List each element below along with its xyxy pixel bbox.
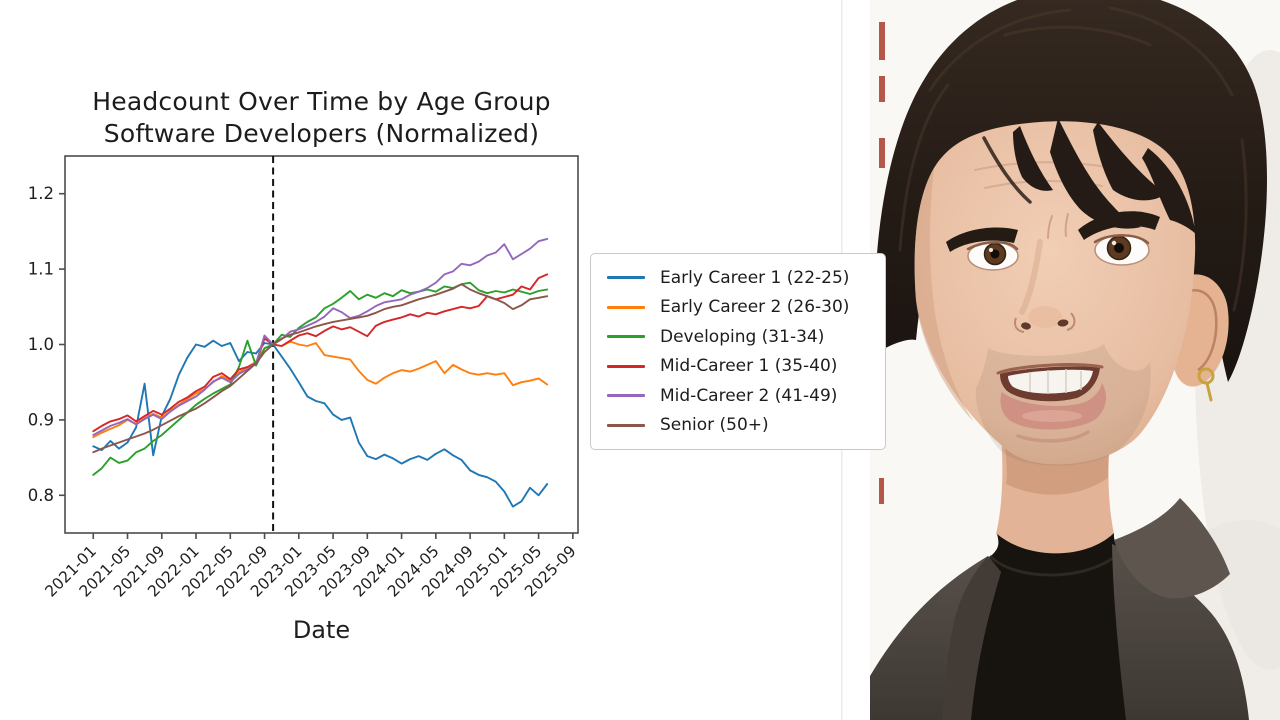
- teeth-gaps: [1029, 369, 1082, 394]
- legend-label: Early Career 2 (26-30): [660, 297, 850, 318]
- legend-swatch: [607, 364, 645, 368]
- y-tick-label: 1.1: [28, 260, 54, 279]
- legend-swatch: [607, 276, 645, 280]
- series-line-senior-50: [92, 283, 549, 454]
- lower-lip-highlight: [1022, 410, 1082, 422]
- legend-label: Mid-Career 2 (41-49): [660, 385, 838, 406]
- y-tick-label: 1.0: [28, 335, 54, 354]
- legend-item: Early Career 1 (22-25): [601, 263, 873, 293]
- legend-label: Early Career 1 (22-25): [660, 267, 850, 288]
- hair-bangs: [1013, 118, 1196, 234]
- series-line-early-career-2-26-30: [92, 340, 549, 439]
- chart-legend: Early Career 1 (22-25) Early Career 2 (2…: [590, 253, 886, 450]
- earring-drop: [1205, 381, 1213, 402]
- legend-swatch: [607, 423, 645, 427]
- ear-inner-fold: [1185, 289, 1218, 372]
- nose-tip: [1028, 306, 1062, 328]
- right-eye: [1093, 234, 1150, 266]
- legend-label: Developing (31-34): [660, 326, 825, 347]
- left-eye: [966, 241, 1019, 271]
- legend-swatch: [607, 335, 645, 339]
- chin-shadow: [1016, 430, 1090, 443]
- legend-item: Mid-Career 1 (35-40): [601, 352, 873, 382]
- stray-hair-strand: [982, 136, 1032, 204]
- chart-panel: Headcount Over Time by Age Group Softwar…: [28, 0, 886, 720]
- brow-furrow: [1047, 213, 1069, 239]
- jacket-collar-left: [942, 556, 1001, 720]
- presenter-photo: [870, 0, 1280, 720]
- face-side-shading: [914, 168, 974, 422]
- series-line-mid-career-2-41-49: [92, 237, 549, 436]
- legend-label: Senior (50+): [660, 415, 769, 436]
- chart-title: Headcount Over Time by Age Group Softwar…: [65, 86, 578, 150]
- nose-bridge-shadow: [1019, 239, 1043, 315]
- legend-swatch: [607, 394, 645, 398]
- nose-ala-left: [1014, 317, 1025, 333]
- y-tick-label: 0.8: [28, 486, 54, 505]
- x-axis-title: Date: [292, 616, 351, 644]
- legend-swatch: [607, 305, 645, 309]
- chart-title-line1: Headcount Over Time by Age Group: [92, 87, 551, 116]
- line-chart-plot: 0.80.91.01.11.22021-012021-052021-092022…: [28, 0, 843, 720]
- right-pupil: [1114, 243, 1124, 253]
- series-line-mid-career-1-35-40: [92, 273, 549, 433]
- legend-label: Mid-Career 1 (35-40): [660, 356, 838, 377]
- legend-item: Senior (50+): [601, 411, 873, 441]
- legend-item: Developing (31-34): [601, 322, 873, 352]
- legend-item: Mid-Career 2 (41-49): [601, 381, 873, 411]
- series-line-early-career-1-22-25: [92, 339, 549, 508]
- legend-item: Early Career 2 (26-30): [601, 293, 873, 323]
- left-nostril: [1021, 322, 1031, 330]
- upper-lip: [996, 363, 1104, 375]
- y-tick-label: 0.9: [28, 410, 54, 429]
- chart-title-line2: Software Developers (Normalized): [103, 119, 540, 148]
- tshirt-collar-highlight: [988, 550, 1122, 577]
- left-pupil: [990, 249, 1000, 259]
- jacket-collar-right: [1114, 498, 1230, 599]
- face: [914, 121, 1196, 465]
- plot-spines: [64, 155, 579, 534]
- right-nostril: [1057, 319, 1069, 327]
- y-tick-label: 1.2: [28, 184, 54, 203]
- hair-highlights: [898, 6, 1248, 312]
- left-eyebrow: [946, 227, 1018, 252]
- nose-ala-right: [1066, 312, 1076, 331]
- series-line-developing-31-34: [92, 281, 549, 476]
